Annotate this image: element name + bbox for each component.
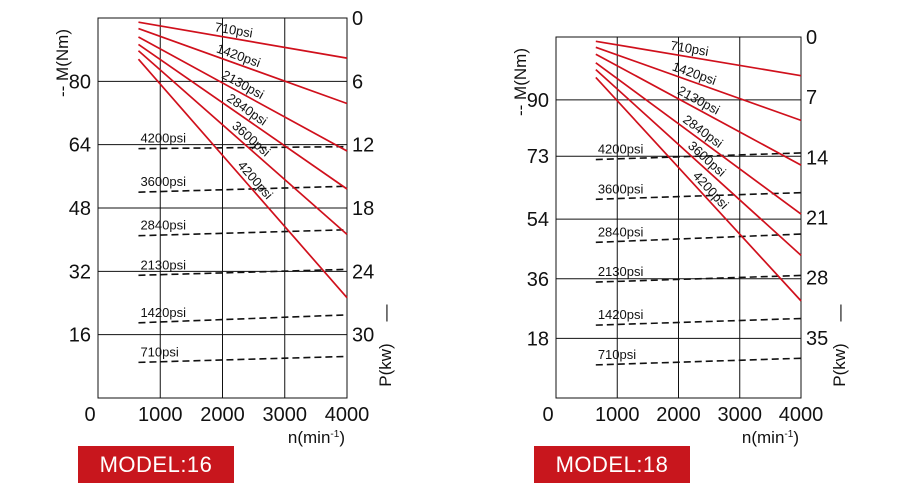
x-axis-title: n(min-1)	[288, 428, 345, 447]
x-tick-label: 2000	[200, 404, 245, 426]
torque-series-line	[138, 145, 348, 150]
x-tick-label: 1000	[138, 404, 183, 426]
y-left-tick-label: 54	[527, 209, 549, 231]
power-series-line	[137, 43, 348, 190]
power-series-line	[595, 62, 802, 215]
model-18-badge: MODEL:18	[534, 446, 690, 483]
torque-series-line	[595, 274, 802, 283]
y-right-axis-title: P(kw)	[376, 343, 395, 386]
torque-series-line	[138, 268, 348, 277]
x-tick-label: 4000	[325, 404, 370, 426]
torque-series-line	[595, 317, 802, 326]
y-left-tick-label: 90	[527, 90, 549, 112]
power-series-line	[138, 27, 348, 105]
y-right-tick-label: 6	[352, 71, 363, 93]
y-right-tick-label: 30	[352, 325, 374, 347]
torque-series-label: 2130psi	[140, 257, 186, 272]
torque-series-label: 710psi	[140, 344, 178, 359]
torque-series-label: 710psi	[598, 347, 636, 362]
x-origin-label: 0	[84, 404, 95, 426]
power-series-line	[595, 76, 802, 302]
torque-series-label: 4200psi	[598, 142, 644, 157]
y-left-tick-label: 36	[527, 269, 549, 291]
torque-series-line	[595, 152, 802, 161]
power-series-label: 4200psi	[235, 158, 276, 202]
y-right-axis-marker: —	[376, 305, 395, 322]
x-origin-label: 0	[542, 404, 553, 426]
power-series-label: 710psi	[669, 38, 709, 59]
y-right-tick-label: 18	[352, 198, 374, 220]
power-series-line	[595, 46, 802, 122]
power-series-line	[138, 36, 348, 152]
y-right-tick-label: 21	[806, 208, 828, 230]
chart-model-16: 1000 2000 3000 4000 0 16 32 48 64 80 0 6 12 18 24 30 420…	[53, 8, 395, 447]
power-series-line	[137, 58, 348, 299]
model-16-badge: MODEL:16	[78, 446, 234, 483]
torque-series-line	[138, 228, 348, 237]
x-tick-label: 3000	[263, 404, 308, 426]
power-series-label: 710psi	[214, 19, 254, 40]
power-series-line	[595, 40, 802, 77]
y-right-tick-label: 7	[806, 87, 817, 109]
power-series-label: 1420psi	[215, 41, 263, 71]
model-16-label: MODEL:16	[99, 451, 213, 477]
torque-series-line	[138, 355, 348, 364]
power-series-line	[595, 53, 802, 166]
y-right-axis-marker: —	[830, 305, 849, 322]
y-right-tick-label: 14	[806, 147, 828, 169]
torque-series-label: 1420psi	[140, 305, 186, 320]
x-tick-label: 3000	[718, 404, 763, 426]
power-series-label: 1420psi	[670, 59, 718, 88]
y-left-tick-label: 80	[69, 71, 91, 93]
y-right-axis-title: P(kw)	[830, 343, 849, 386]
torque-series-line	[138, 314, 348, 324]
x-axis-title: n(min-1)	[742, 428, 799, 447]
y-left-tick-label: 16	[69, 325, 91, 347]
y-left-tick-label: 32	[69, 261, 91, 283]
power-series-line	[137, 50, 348, 236]
model-18-label: MODEL:18	[555, 451, 669, 477]
y-left-axis-title: -- M(Nm)	[511, 48, 530, 116]
y-right-tick-label: 12	[352, 135, 374, 157]
y-right-tick-label: 35	[806, 328, 828, 350]
y-left-tick-label: 18	[527, 328, 549, 350]
y-left-tick-label: 73	[527, 146, 549, 168]
torque-series-label: 1420psi	[598, 307, 644, 322]
torque-series-line	[595, 191, 802, 201]
torque-series-line	[595, 357, 802, 366]
torque-series-label: 2840psi	[598, 224, 644, 239]
y-right-tick-label: 28	[806, 268, 828, 290]
torque-series-label: 4200psi	[140, 131, 186, 146]
y-left-axis-title: -- M(Nm)	[53, 29, 72, 97]
torque-series-line	[138, 185, 348, 193]
torque-series-label: 3600psi	[598, 181, 644, 196]
torque-series-line	[595, 233, 802, 244]
x-tick-label: 4000	[779, 404, 824, 426]
x-tick-label: 2000	[656, 404, 701, 426]
power-series-label: 3600psi	[229, 118, 273, 159]
chart-model-18: 1000 2000 3000 4000 0 18 36 54 73 90 0 7 14 21 28 35 420…	[511, 27, 849, 447]
torque-series-label: 2840psi	[140, 218, 186, 233]
x-tick-label: 1000	[595, 404, 640, 426]
power-series-line	[595, 69, 802, 256]
y-right-tick-label: 0	[806, 27, 817, 49]
y-left-tick-label: 48	[69, 198, 91, 220]
y-right-tick-label: 24	[352, 261, 374, 283]
y-left-tick-label: 64	[69, 135, 91, 157]
power-series-line	[138, 21, 348, 59]
torque-series-label: 2130psi	[598, 264, 644, 279]
y-right-tick-label: 0	[352, 8, 363, 30]
torque-series-label: 3600psi	[140, 174, 186, 189]
